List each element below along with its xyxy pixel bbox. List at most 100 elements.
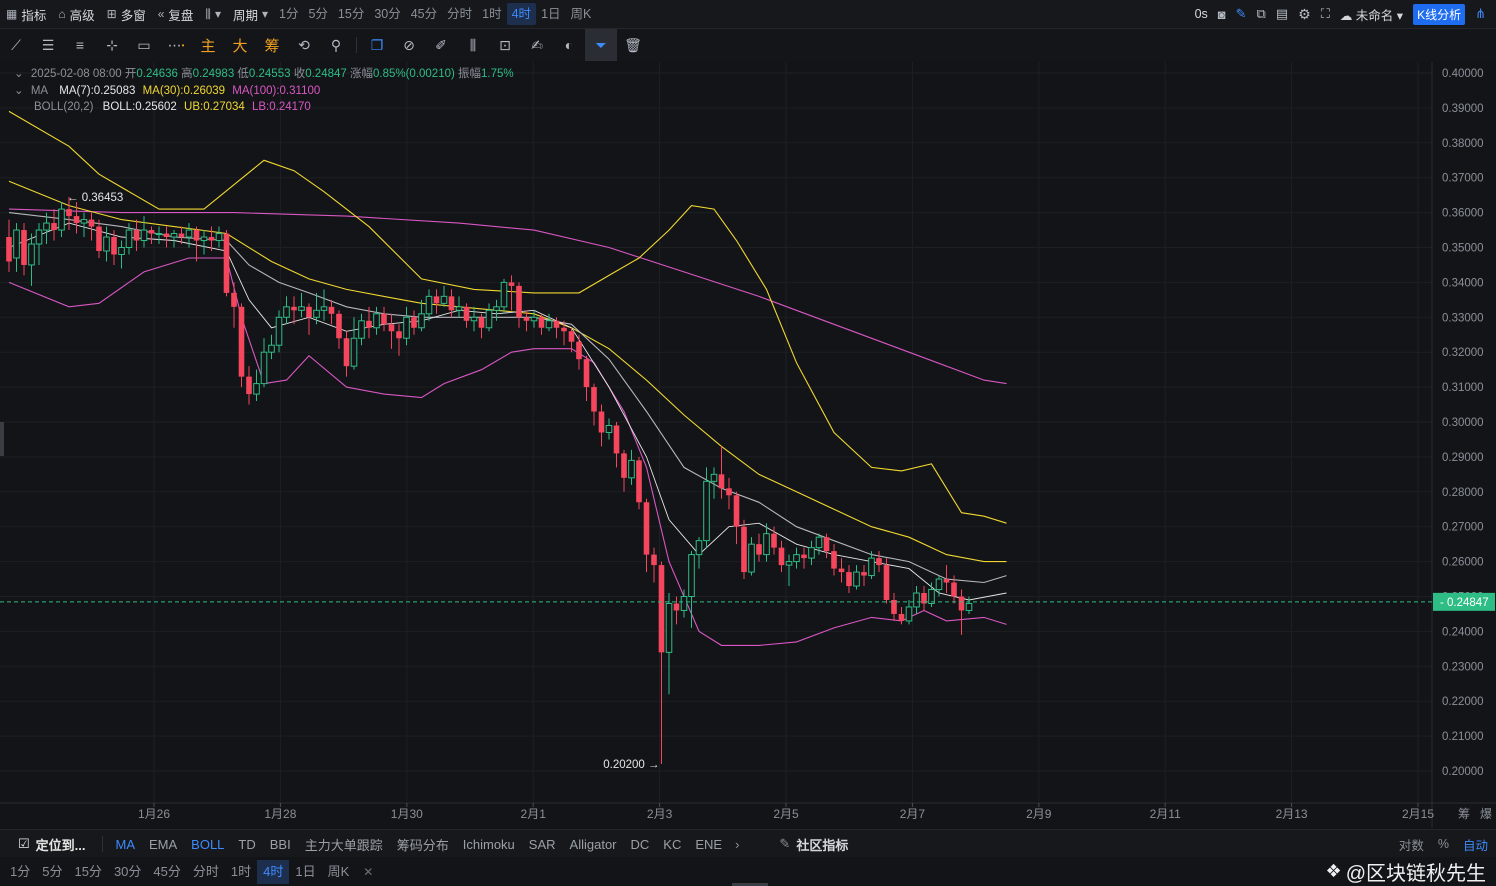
copy-icon[interactable]: ❐: [370, 36, 384, 53]
candles-icon[interactable]: ⫼: [469, 36, 477, 53]
parallel-lines-icon[interactable]: ☰: [41, 36, 55, 53]
chip-button[interactable]: 筹: [264, 37, 280, 55]
fullscreen-icon[interactable]: ⛶: [1320, 6, 1330, 21]
horizontal-line-icon[interactable]: ⊹: [106, 36, 118, 53]
chevron-right-icon[interactable]: ›: [735, 836, 740, 852]
candle-body: [133, 230, 140, 241]
divider: [356, 37, 357, 53]
chart-background: [0, 62, 1496, 828]
big-order-button[interactable]: 大: [232, 37, 248, 55]
bottom-period-tab-6[interactable]: 1时: [230, 863, 252, 879]
bottom-period-tab-5[interactable]: 分时: [192, 863, 219, 879]
layout-icon[interactable]: ▤: [1275, 6, 1289, 21]
lock-icon[interactable]: ⊡: [499, 36, 511, 53]
trash-icon[interactable]: 🗑: [624, 36, 642, 53]
x-tick-label: 1月26: [138, 807, 170, 821]
scroll-handle[interactable]: [732, 883, 768, 886]
fib-lines-icon[interactable]: ≡: [75, 37, 85, 53]
note-icon[interactable]: ✍: [531, 36, 543, 53]
indicator-12[interactable]: ENE: [695, 836, 723, 852]
candle-body: [808, 547, 815, 559]
indicator-9[interactable]: Alligator: [569, 836, 617, 852]
pen-icon[interactable]: ✎: [1235, 6, 1247, 21]
indicator-11[interactable]: KC: [663, 836, 682, 852]
indicator-1[interactable]: EMA: [149, 836, 178, 852]
brush-icon[interactable]: ✐: [435, 36, 447, 53]
magnet-icon[interactable]: ⚲: [330, 36, 342, 53]
multiwindow-button[interactable]: ⊞ 多窗: [106, 7, 146, 23]
bottom-period-tab-2[interactable]: 15分: [74, 863, 102, 879]
share-icon[interactable]: ⋔: [1475, 6, 1486, 21]
popout-icon[interactable]: ⧉: [1256, 6, 1266, 21]
period-tab-3[interactable]: 30分: [374, 7, 401, 21]
candle-body: [13, 229, 20, 259]
advanced-button[interactable]: ⌂ 高级: [58, 7, 95, 23]
indicator-5[interactable]: 主力大单跟踪: [304, 837, 383, 853]
sync-icon[interactable]: ⟲: [298, 36, 310, 53]
burst-axis-label[interactable]: 爆: [1480, 807, 1492, 821]
collapse-icon[interactable]: ⌄: [14, 85, 24, 97]
bottom-period-tab-7[interactable]: 4时: [257, 859, 290, 884]
period-tab-8[interactable]: 1日: [541, 7, 561, 21]
percent-scale-toggle[interactable]: %: [1437, 837, 1449, 851]
close-icon[interactable]: ✕: [363, 864, 374, 879]
candle-body: [381, 313, 387, 325]
period-dropdown[interactable]: 周期 ▾: [232, 7, 269, 23]
log-scale-toggle[interactable]: 对数: [1398, 838, 1424, 853]
gear-icon[interactable]: ⚙: [1298, 5, 1311, 22]
indicator-3[interactable]: TD: [238, 836, 256, 852]
camera-icon[interactable]: ◙: [1217, 6, 1226, 22]
price-chart[interactable]: 0.40000 0.39000 0.38000 0.37000 0.36000 0.350…: [0, 62, 1496, 828]
period-tab-7[interactable]: 4时: [506, 3, 537, 25]
bottom-period-tab-0[interactable]: 1分: [10, 863, 31, 879]
candle-body: [733, 495, 740, 527]
indicator-10[interactable]: DC: [630, 836, 650, 852]
period-tab-9[interactable]: 周K: [570, 7, 592, 21]
chart-type-button[interactable]: ⫼ ▾: [199, 0, 227, 28]
candle-body: [470, 316, 478, 322]
y-tick-label: 0.39000: [1442, 103, 1484, 115]
auto-scale-toggle[interactable]: 自动: [1462, 838, 1488, 853]
period-tab-6[interactable]: 1时: [482, 7, 502, 21]
cloud-dropdown[interactable]: ☁ 未命名 ▾: [1339, 8, 1404, 23]
bottom-period-tab-8[interactable]: 1日: [295, 863, 316, 879]
x-tick-label: 2月3: [647, 807, 673, 821]
filter-icon[interactable]: ⏷: [585, 29, 617, 61]
bottom-period-tab-3[interactable]: 30分: [113, 863, 142, 879]
bottom-period-tab-1[interactable]: 5分: [42, 863, 63, 879]
kline-analysis-button[interactable]: K线分析: [1413, 3, 1466, 25]
indicator-2[interactable]: BOLL: [191, 836, 225, 852]
indicator-4[interactable]: BBI: [269, 836, 291, 852]
candle-body: [200, 236, 208, 242]
chip-axis-label[interactable]: 筹: [1458, 807, 1470, 821]
ruler-icon[interactable]: ⊘: [403, 36, 415, 53]
x-tick-label: 2月7: [900, 807, 926, 821]
candle-body: [718, 474, 725, 489]
locate-button[interactable]: ☑ 定位到...: [18, 836, 86, 853]
period-tab-2[interactable]: 15分: [337, 7, 365, 21]
replay-button[interactable]: «复盘: [157, 7, 194, 23]
candle-body: [366, 320, 372, 328]
period-tab-4[interactable]: 45分: [410, 7, 438, 21]
trendline-icon[interactable]: ⟋: [11, 36, 21, 53]
bottom-period-tab-9[interactable]: 周K: [327, 863, 350, 879]
indicator-6[interactable]: 筹码分布: [396, 837, 449, 853]
indicator-7[interactable]: Ichimoku: [462, 836, 515, 852]
main-force-button[interactable]: 主: [200, 37, 216, 55]
side-handle[interactable]: [0, 422, 4, 456]
candle-body: [448, 296, 455, 311]
indicator-0[interactable]: MA: [115, 836, 136, 852]
more-tools-icon[interactable]: ⋯ •: [167, 36, 185, 53]
indicator-button[interactable]: ▦ 指标: [6, 7, 47, 23]
period-tab-5[interactable]: 分时: [447, 7, 473, 21]
bottom-period-tab-4[interactable]: 45分: [153, 863, 181, 879]
period-tab-1[interactable]: 5分: [308, 7, 328, 21]
last-price-label: - 0.24847: [1440, 597, 1489, 609]
eraser-icon[interactable]: ◐: [564, 37, 574, 53]
community-indicator-button[interactable]: ✎ 社区指标: [779, 836, 849, 853]
collapse-icon[interactable]: ⌄: [14, 68, 24, 80]
rectangle-icon[interactable]: ▭: [137, 36, 151, 53]
period-tab-0[interactable]: 1分: [279, 7, 299, 21]
indicator-8[interactable]: SAR: [528, 836, 556, 852]
candle-body: [21, 230, 27, 265]
